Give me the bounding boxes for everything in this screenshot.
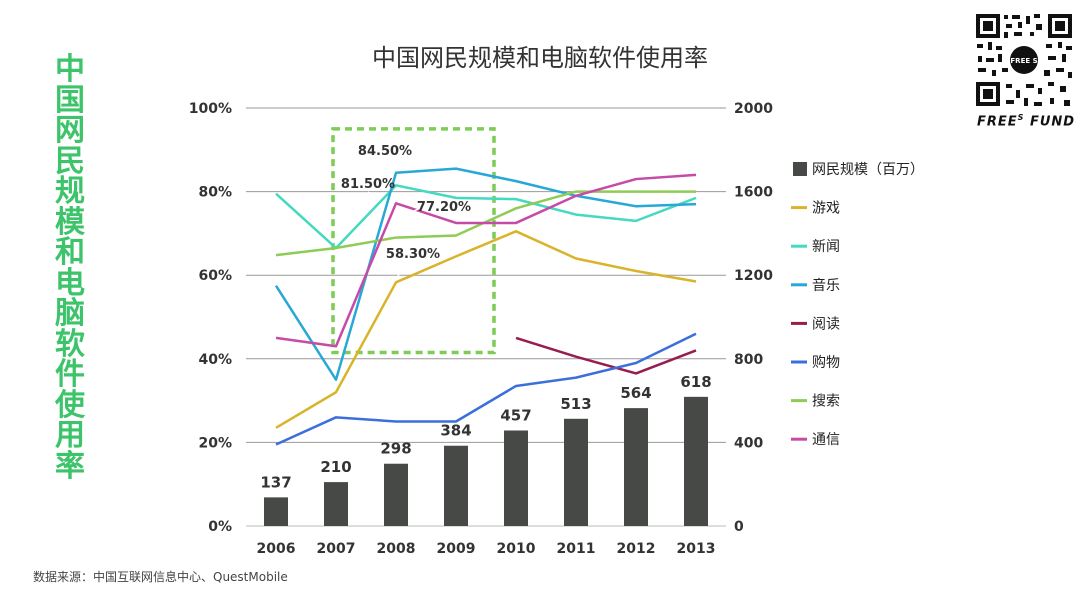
bar: [444, 445, 468, 526]
bar-value-label: 564: [620, 384, 651, 402]
series-line-阅读: [515, 336, 697, 375]
bar: [504, 430, 528, 526]
annotation-leader: [391, 159, 395, 171]
side-title: 中国网民规模和电脑软件使用率: [55, 52, 85, 484]
legend-label: 搜索: [812, 393, 840, 410]
bar-value-label: 298: [380, 440, 411, 458]
annotation-leader: [411, 207, 421, 213]
legend-label: 阅读: [812, 315, 840, 332]
series-line-购物: [275, 332, 697, 446]
series-line-音乐: [274, 167, 697, 381]
annotation-label: 84.50%: [358, 144, 412, 159]
right-tick-label: 1600: [734, 185, 773, 201]
logo: FREE S: [972, 10, 1076, 130]
right-tick-label: 2000: [734, 101, 773, 117]
annotation-label: 81.50%: [341, 177, 395, 192]
highlight-box: [331, 127, 496, 355]
annotation-leader: [397, 261, 407, 277]
x-tick-label: 2008: [377, 541, 416, 557]
legend-label: 新闻: [812, 239, 840, 255]
legend-label: 购物: [812, 355, 840, 371]
right-tick-label: 0: [734, 519, 744, 535]
bar-value-label: 618: [680, 373, 711, 391]
bar: [264, 497, 288, 526]
chart-title: 中国网民规模和电脑软件使用率: [372, 44, 708, 72]
x-tick-label: 2007: [317, 541, 356, 557]
right-tick-label: 1200: [734, 268, 773, 284]
legend-label: 网民规模（百万）: [812, 162, 924, 178]
bar-value-label: 457: [500, 406, 531, 424]
bar: [564, 418, 588, 526]
bar: [684, 396, 708, 526]
left-tick-label: 100%: [189, 101, 232, 117]
left-tick-label: 20%: [198, 435, 232, 451]
bar-value-label: 137: [260, 473, 291, 491]
x-tick-label: 2013: [677, 541, 716, 557]
left-tick-label: 80%: [198, 185, 232, 201]
legend-label: 通信: [812, 432, 840, 448]
legend-label: 音乐: [812, 277, 840, 294]
right-tick-label: 400: [734, 435, 763, 451]
series-line-游戏: [275, 230, 697, 429]
x-tick-label: 2009: [437, 541, 476, 557]
x-tick-label: 2006: [257, 541, 296, 557]
bar-value-label: 210: [320, 458, 351, 476]
legend-label: 游戏: [812, 201, 840, 217]
brand-name: FREES FUND: [977, 113, 1076, 130]
bar: [324, 482, 348, 526]
legend-swatch-bar: [793, 162, 807, 176]
qr-code-icon: FREE S: [974, 12, 1074, 108]
annotation-leader: [367, 191, 379, 199]
bar-value-label: 384: [440, 422, 471, 440]
x-tick-label: 2010: [497, 541, 536, 557]
bar: [384, 463, 408, 526]
right-tick-label: 800: [734, 352, 763, 368]
source-note: 数据来源：中国互联网信息中心、QuestMobile: [33, 570, 288, 584]
annotation-label: 58.30%: [386, 247, 440, 262]
x-tick-label: 2012: [617, 541, 656, 557]
left-tick-label: 60%: [198, 268, 232, 284]
series-line-新闻: [275, 184, 697, 250]
left-tick-label: 0%: [208, 519, 232, 535]
annotation-label: 77.20%: [417, 200, 471, 215]
series-line-通信: [275, 173, 697, 348]
x-tick-label: 2011: [557, 541, 596, 557]
bar: [624, 408, 648, 526]
left-tick-label: 40%: [198, 352, 232, 368]
logo-badge-text: FREE S: [1010, 57, 1037, 65]
bar-value-label: 513: [560, 395, 591, 413]
